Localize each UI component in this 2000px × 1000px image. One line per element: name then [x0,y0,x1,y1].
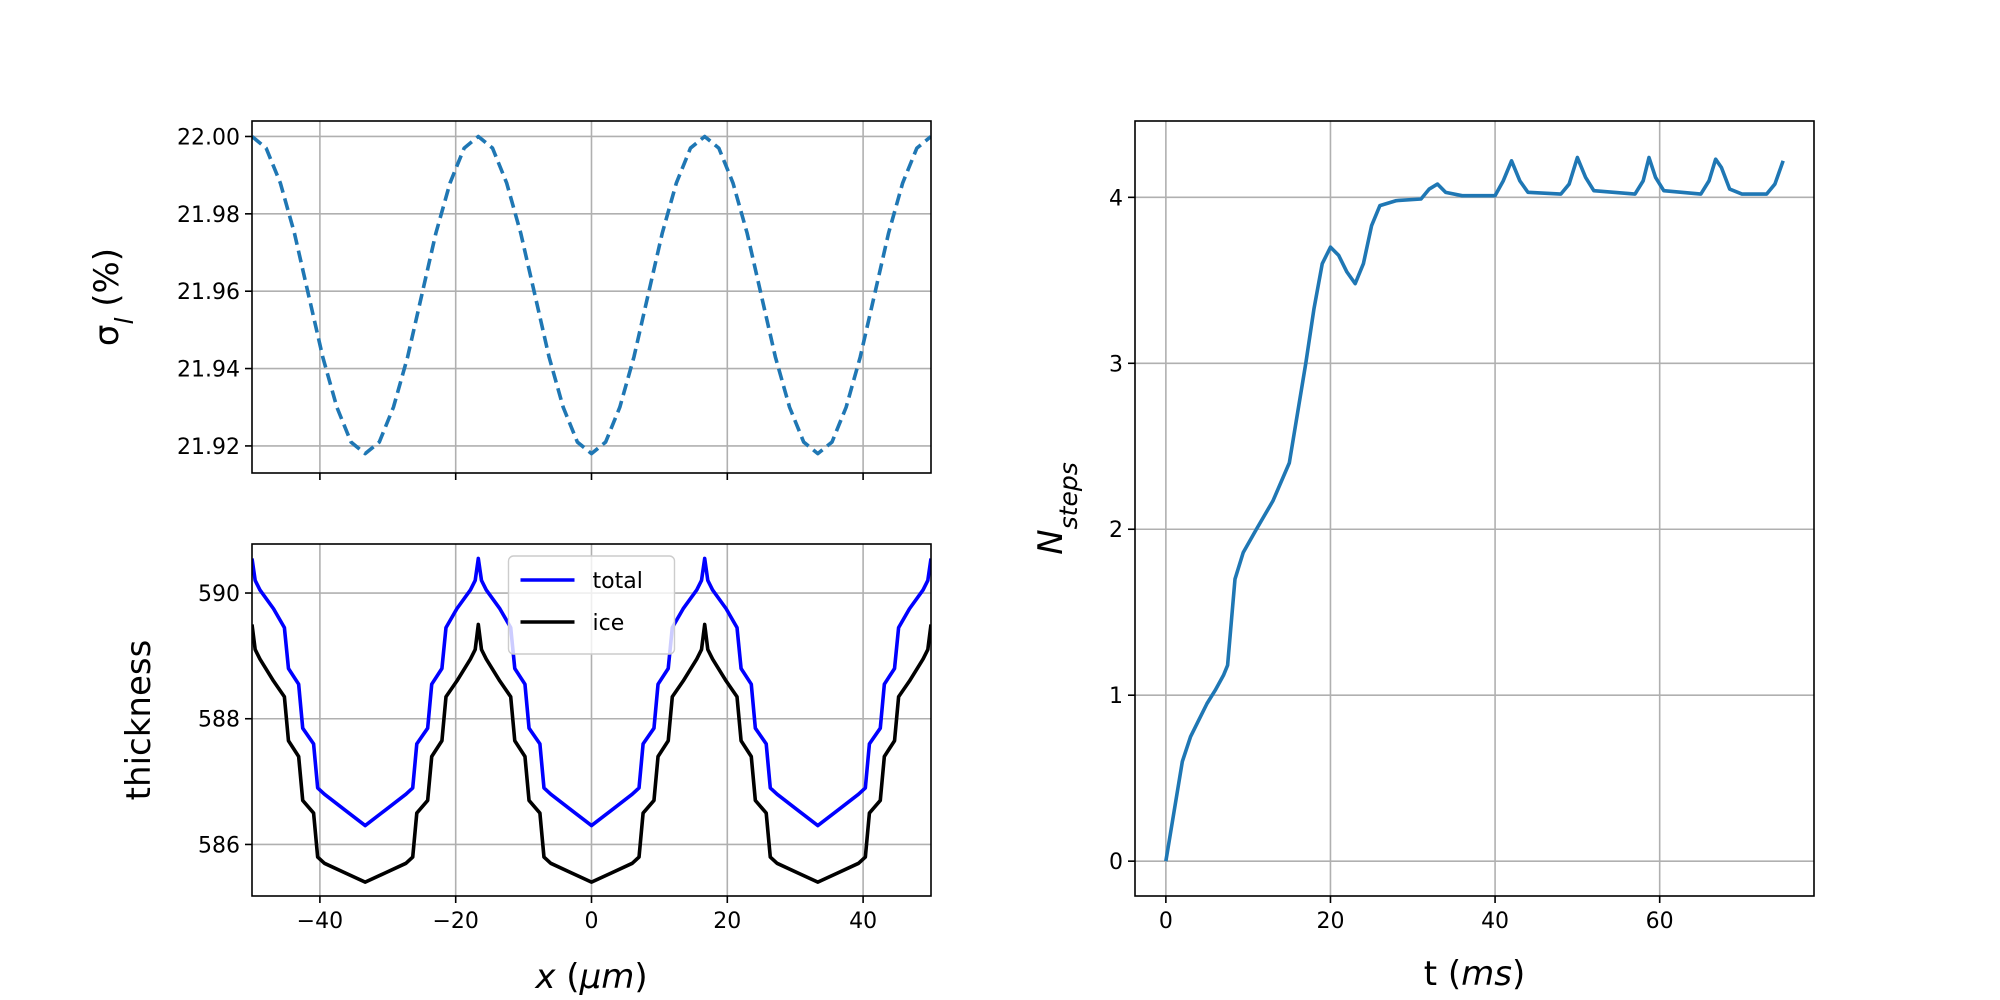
x-tick-label: 40 [849,909,877,934]
x-tick-label: 20 [1316,909,1344,934]
y-axis-label: thickness [119,640,159,801]
data-line [252,622,931,884]
y-tick-label: 0 [1109,850,1123,875]
x-axis-label: t (ms) [1424,954,1526,994]
data-line [1164,155,1785,862]
x-tick-label: 60 [1646,909,1674,934]
y-tick-label: 21.94 [177,358,240,383]
y-tick-label: 4 [1109,186,1123,211]
axes-frame [1134,120,1815,897]
label-part: t ( [1424,954,1461,994]
y-tick-label: 1 [1109,684,1123,709]
legend-label: ice [593,611,625,636]
y-tick-label: 588 [198,708,240,733]
data-line [252,556,931,828]
y-tick-label: 586 [198,833,240,858]
x-tick-label: 0 [1159,909,1173,934]
label-part: μm [579,957,635,997]
x-tick-label: 20 [713,909,741,934]
label-part: ms [1461,954,1512,994]
label-part: steps [1054,462,1083,529]
y-tick-label: 21.92 [177,435,240,460]
label-part: ( [556,957,580,997]
label-part: x [534,957,556,997]
label-part: (%) [87,248,127,318]
label-part: thickness [119,640,159,801]
y-tick-label: 22.00 [177,125,240,150]
data-line [252,134,931,456]
legend-label: total [593,569,643,594]
axes-frame [251,120,932,474]
axes-frame [251,543,932,897]
label-part: N [1031,529,1071,554]
x-tick-label: −20 [432,909,478,934]
label-part: σ [87,325,127,347]
y-axis-label: σl (%) [87,248,139,346]
y-tick-label: 2 [1109,518,1123,543]
y-tick-label: 590 [198,582,240,607]
x-tick-label: 40 [1481,909,1509,934]
y-tick-label: 3 [1109,352,1123,377]
label-part: l [110,318,139,325]
x-tick-label: 0 [585,909,599,934]
label-part: ) [634,957,647,997]
label-part: ) [1512,954,1525,994]
y-axis-label: Nsteps [1031,462,1083,555]
legend-box [507,555,676,655]
x-axis-label: x (μm) [534,957,647,997]
x-tick-label: −40 [297,909,343,934]
y-tick-label: 21.98 [177,203,240,228]
y-tick-label: 21.96 [177,280,240,305]
